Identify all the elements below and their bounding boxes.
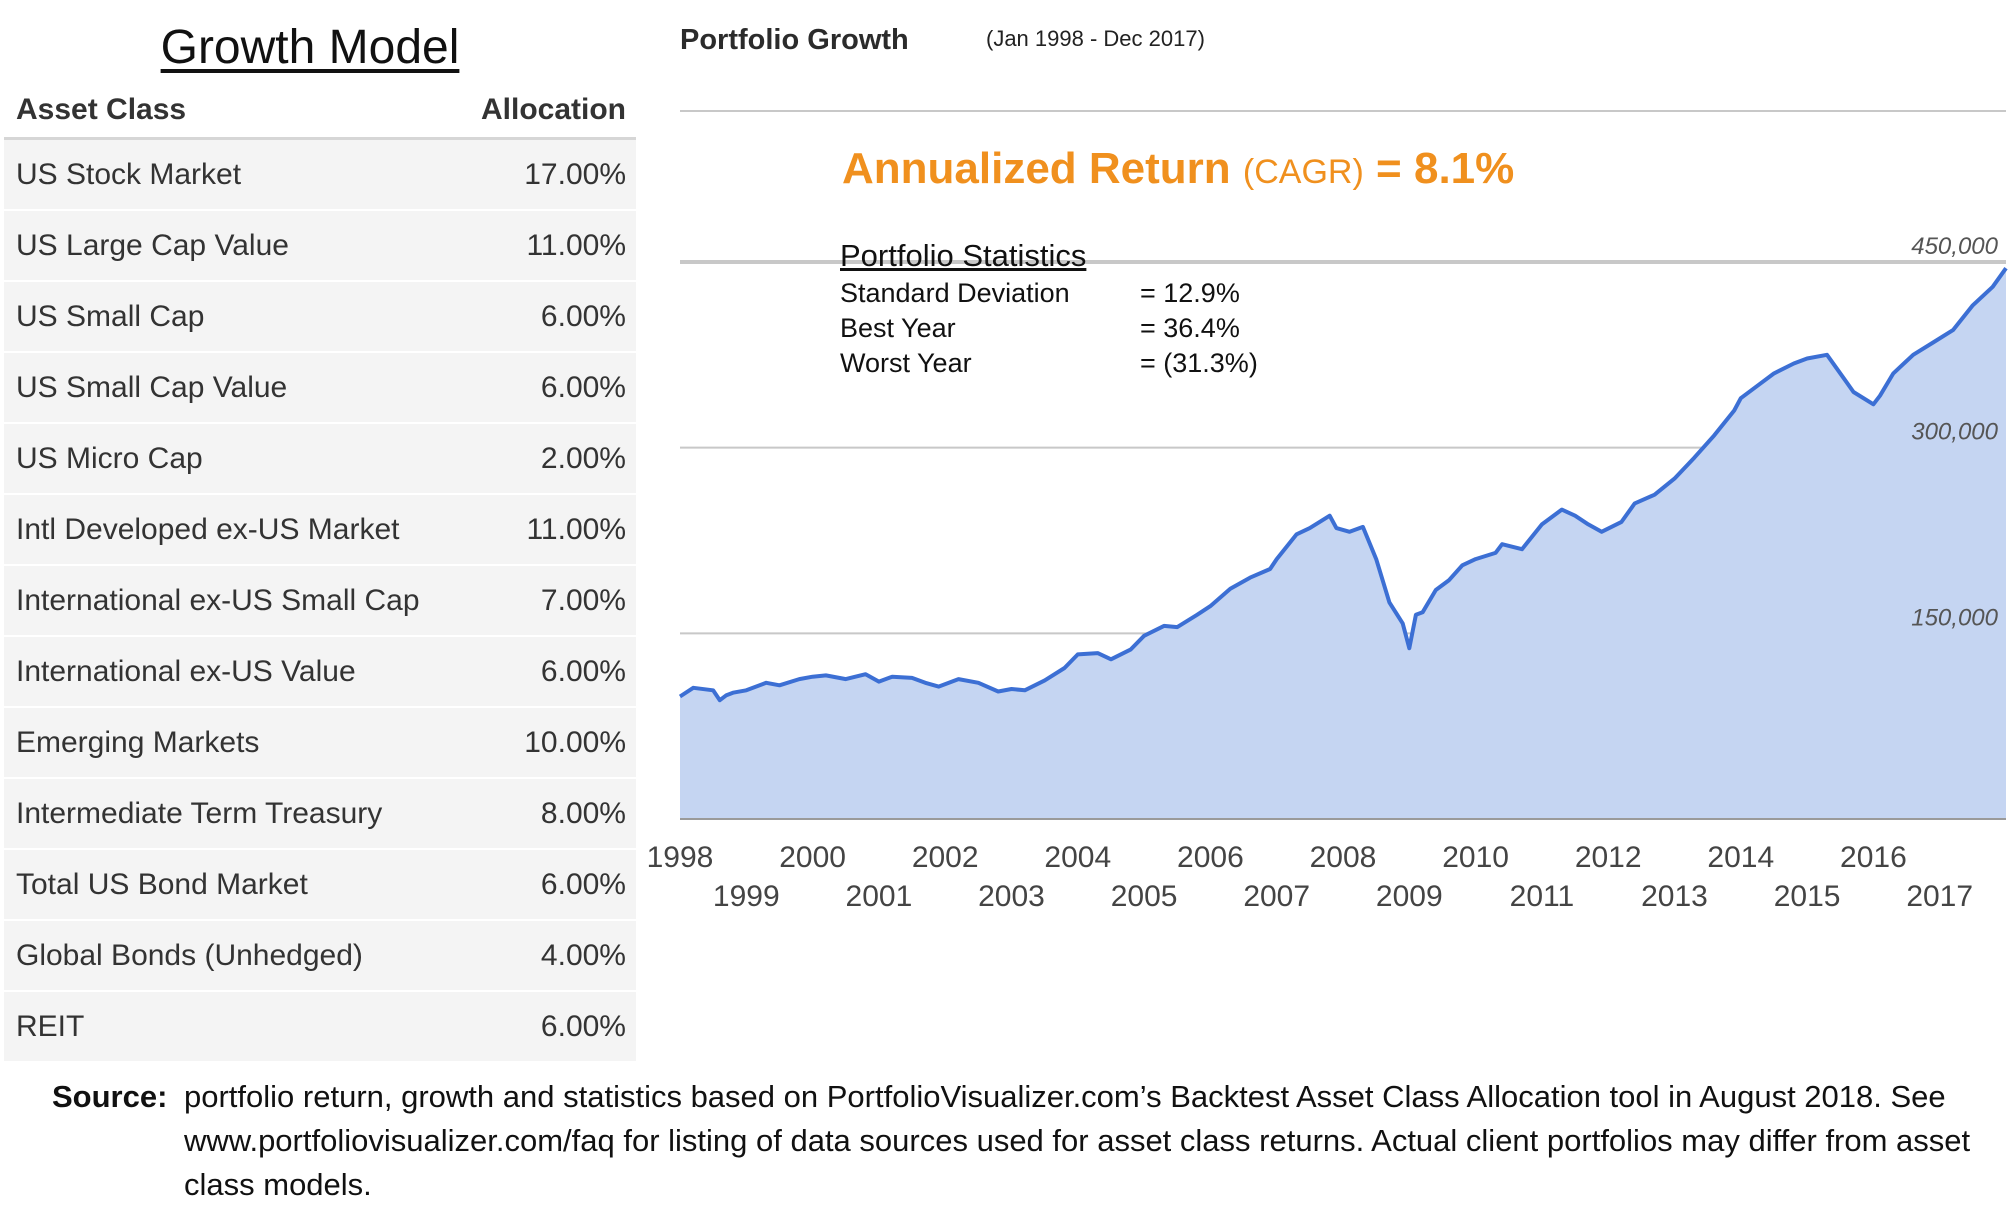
x-tick-label: 2008 [1310, 841, 1377, 874]
allocation-value: 17.00% [524, 157, 626, 191]
stat-row: Standard Deviation = 12.9% [840, 276, 1258, 311]
table-row: International ex-US Small Cap 7.00% [4, 566, 636, 637]
header-asset-class: Asset Class [16, 92, 187, 126]
asset-class-name: Intermediate Term Treasury [16, 796, 383, 830]
x-tick-label: 2014 [1707, 841, 1774, 874]
asset-class-name: US Stock Market [16, 157, 242, 191]
asset-class-name: Emerging Markets [16, 725, 260, 759]
x-tick-label: 2006 [1177, 841, 1244, 874]
chart-title: Portfolio Growth [680, 24, 909, 56]
table-row: US Small Cap 6.00% [4, 282, 636, 353]
table-row: US Stock Market 17.00% [4, 140, 636, 211]
x-tick-label: 2016 [1840, 841, 1907, 874]
asset-class-name: US Large Cap Value [16, 228, 289, 262]
table-row: US Micro Cap 2.00% [4, 424, 636, 495]
table-row: REIT 6.00% [4, 992, 636, 1063]
allocation-value: 11.00% [526, 512, 626, 546]
portfolio-statistics: Portfolio Statistics Standard Deviation =… [840, 238, 1258, 381]
asset-class-name: Global Bonds (Unhedged) [16, 938, 363, 972]
table-header: Asset Class Allocation [4, 82, 636, 140]
table-row: Intl Developed ex-US Market 11.00% [4, 495, 636, 566]
x-tick-label: 2012 [1575, 841, 1642, 874]
asset-class-name: International ex-US Small Cap [16, 583, 420, 617]
stats-rows: Standard Deviation = 12.9% Best Year = 36.4… [840, 276, 1258, 381]
stat-value: = 12.9% [1140, 278, 1240, 308]
x-tick-label: 2004 [1044, 841, 1111, 874]
table-row: Total US Bond Market 6.00% [4, 850, 636, 921]
table-body: US Stock Market 17.00% US Large Cap Value 1… [4, 140, 636, 1063]
allocation-value: 6.00% [540, 299, 626, 333]
x-tick-label: 2017 [1906, 880, 1973, 913]
allocation-table: Asset Class Allocation US Stock Market 17… [4, 82, 636, 1063]
cagr-paren: (CAGR) [1242, 153, 1364, 191]
allocation-value: 4.00% [540, 938, 626, 972]
table-row: International ex-US Value 6.00% [4, 637, 636, 708]
x-tick-labels: 1998199920002001200220032004200520062007… [647, 841, 1973, 913]
x-tick-label: 2011 [1510, 880, 1575, 913]
x-tick-label: 2007 [1243, 880, 1310, 913]
x-tick-label: 2010 [1442, 841, 1509, 874]
cagr-label: Annualized Return [842, 144, 1231, 193]
asset-class-name: US Small Cap Value [16, 370, 288, 404]
x-tick-label: 1999 [713, 880, 780, 913]
source-footnote: Source: portfolio return, growth and sta… [52, 1075, 2002, 1207]
allocation-value: 11.00% [526, 228, 626, 262]
asset-class-name: US Micro Cap [16, 441, 203, 475]
x-tick-label: 2009 [1376, 880, 1443, 913]
y-tick-label: 150,000 [1911, 604, 1998, 631]
source-text: portfolio return, growth and statistics … [184, 1079, 1971, 1202]
table-row: US Small Cap Value 6.00% [4, 353, 636, 424]
x-tick-label: 2000 [779, 841, 846, 874]
y-tick-label: 450,000 [1911, 233, 1998, 260]
table-row: Emerging Markets 10.00% [4, 708, 636, 779]
allocation-value: 7.00% [540, 583, 626, 617]
stat-label: Best Year [840, 313, 956, 343]
stat-label: Standard Deviation [840, 278, 1070, 308]
x-tick-label: 2001 [846, 880, 913, 913]
x-tick-label: 2013 [1641, 880, 1708, 913]
y-tick-labels: 150,000 300,000 450,000 [1911, 233, 1998, 631]
asset-class-name: International ex-US Value [16, 654, 356, 688]
x-tick-label: 2005 [1111, 880, 1178, 913]
stat-row: Worst Year = (31.3%) [840, 346, 1258, 381]
asset-class-name: US Small Cap [16, 299, 205, 333]
table-row: Global Bonds (Unhedged) 4.00% [4, 921, 636, 992]
asset-class-name: Intl Developed ex-US Market [16, 512, 400, 546]
allocation-value: 6.00% [540, 867, 626, 901]
stat-value: = (31.3%) [1140, 348, 1258, 378]
table-row: US Large Cap Value 11.00% [4, 211, 636, 282]
asset-class-name: Total US Bond Market [16, 867, 308, 901]
header-allocation: Allocation [480, 92, 626, 126]
stats-title: Portfolio Statistics [840, 238, 1087, 273]
chart-subtitle: (Jan 1998 - Dec 2017) [986, 26, 1205, 51]
allocation-value: 6.00% [540, 1009, 626, 1043]
series-line [678, 267, 2008, 703]
y-tick-label: 300,000 [1911, 419, 1998, 446]
x-tick-label: 1998 [647, 841, 714, 874]
allocation-value: 2.00% [540, 441, 626, 475]
annualized-return: Annualized Return (CAGR) = 8.1% [842, 144, 1514, 194]
x-tick-label: 2002 [912, 841, 979, 874]
stat-label: Worst Year [840, 348, 972, 378]
allocation-value: 10.00% [524, 725, 626, 759]
allocation-value: 8.00% [540, 796, 626, 830]
allocation-value: 6.00% [540, 654, 626, 688]
asset-class-name: REIT [16, 1009, 85, 1043]
model-title: Growth Model [160, 21, 460, 74]
cagr-value: = 8.1% [1376, 144, 1515, 193]
area-fill [680, 268, 2006, 819]
stat-value: = 36.4% [1140, 313, 1240, 343]
source-label: Source: [52, 1079, 168, 1114]
x-tick-label: 2003 [978, 880, 1045, 913]
stat-row: Best Year = 36.4% [840, 311, 1258, 346]
x-tick-label: 2015 [1774, 880, 1841, 913]
allocation-value: 6.00% [540, 370, 626, 404]
table-row: Intermediate Term Treasury 8.00% [4, 779, 636, 850]
